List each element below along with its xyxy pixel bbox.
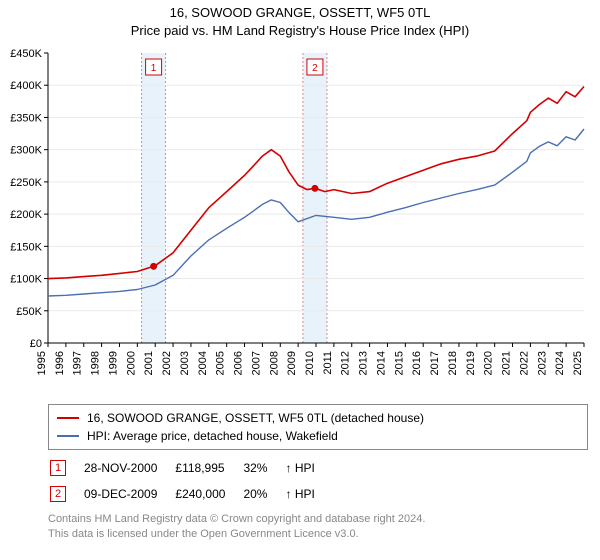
svg-text:£300K: £300K	[10, 145, 42, 157]
legend-row-blue: HPI: Average price, detached house, Wake…	[57, 427, 579, 445]
legend: 16, SOWOOD GRANGE, OSSETT, WF5 0TL (deta…	[48, 404, 588, 450]
svg-text:2016: 2016	[411, 351, 423, 375]
legend-swatch-red	[57, 417, 79, 419]
svg-text:2020: 2020	[483, 351, 495, 375]
svg-text:1996: 1996	[54, 351, 66, 375]
marker-price: £118,995	[175, 456, 241, 480]
svg-text:£0: £0	[30, 338, 42, 350]
svg-text:£50K: £50K	[16, 306, 42, 318]
legend-label-blue: HPI: Average price, detached house, Wake…	[87, 429, 338, 443]
svg-text:2019: 2019	[465, 351, 477, 375]
svg-text:2012: 2012	[340, 351, 352, 375]
svg-text:1995: 1995	[36, 351, 48, 375]
marker-row: 1 28-NOV-2000£118,99532%↑ HPI	[50, 456, 331, 480]
svg-text:£200K: £200K	[10, 209, 42, 221]
svg-text:£100K: £100K	[10, 274, 42, 286]
legend-row-red: 16, SOWOOD GRANGE, OSSETT, WF5 0TL (deta…	[57, 409, 579, 427]
svg-text:2022: 2022	[518, 351, 530, 375]
svg-text:£150K: £150K	[10, 241, 42, 253]
marker-badge: 1	[50, 460, 66, 476]
marker-arrow: ↑ HPI	[285, 456, 330, 480]
legend-swatch-blue	[57, 435, 79, 437]
marker-date: 09-DEC-2009	[84, 482, 173, 506]
marker-pct: 32%	[243, 456, 283, 480]
svg-text:2013: 2013	[358, 351, 370, 375]
svg-text:2009: 2009	[286, 351, 298, 375]
svg-text:1998: 1998	[90, 351, 102, 375]
footer: Contains HM Land Registry data © Crown c…	[48, 512, 596, 542]
svg-text:1999: 1999	[107, 351, 119, 375]
svg-text:2: 2	[312, 63, 318, 74]
marker-arrow: ↑ HPI	[285, 482, 330, 506]
svg-text:2002: 2002	[161, 351, 173, 375]
chart: £0 £50K £100K £150K £200K £250K £300K £350K £400…	[4, 43, 596, 398]
marker-badge: 2	[50, 486, 66, 502]
svg-text:2006: 2006	[233, 351, 245, 375]
svg-text:2015: 2015	[393, 351, 405, 375]
footer-line1: Contains HM Land Registry data © Crown c…	[48, 512, 596, 527]
svg-text:£400K: £400K	[10, 80, 42, 92]
footer-line2: This data is licensed under the Open Gov…	[48, 527, 596, 542]
svg-text:2011: 2011	[322, 351, 334, 375]
marker-price: £240,000	[175, 482, 241, 506]
chart-svg: £0 £50K £100K £150K £200K £250K £300K £350K £400…	[4, 43, 588, 393]
svg-text:£350K: £350K	[10, 113, 42, 125]
svg-text:1997: 1997	[72, 351, 84, 375]
marker-table: 1 28-NOV-2000£118,99532%↑ HPI 2 09-DEC-2009…	[48, 454, 333, 508]
title-address: 16, SOWOOD GRANGE, OSSETT, WF5 0TL	[4, 4, 596, 22]
svg-text:2018: 2018	[447, 351, 459, 375]
svg-text:2024: 2024	[554, 351, 566, 375]
svg-text:2005: 2005	[215, 351, 227, 375]
svg-text:2014: 2014	[375, 351, 387, 375]
svg-text:£450K: £450K	[10, 48, 42, 60]
svg-text:2010: 2010	[304, 351, 316, 375]
marker-date: 28-NOV-2000	[84, 456, 173, 480]
svg-text:2007: 2007	[250, 351, 262, 375]
marker-row: 2 09-DEC-2009£240,00020%↑ HPI	[50, 482, 331, 506]
svg-text:2025: 2025	[572, 351, 584, 375]
svg-text:2017: 2017	[429, 351, 441, 375]
svg-text:1: 1	[151, 63, 157, 74]
svg-text:2023: 2023	[536, 351, 548, 375]
svg-text:2008: 2008	[268, 351, 280, 375]
marker-pct: 20%	[243, 482, 283, 506]
svg-text:2003: 2003	[179, 351, 191, 375]
legend-label-red: 16, SOWOOD GRANGE, OSSETT, WF5 0TL (deta…	[87, 411, 424, 425]
svg-text:2004: 2004	[197, 351, 209, 375]
svg-text:2001: 2001	[143, 351, 155, 375]
svg-text:2021: 2021	[501, 351, 513, 375]
title-subtitle: Price paid vs. HM Land Registry's House …	[4, 22, 596, 40]
chart-container: 16, SOWOOD GRANGE, OSSETT, WF5 0TL Price…	[4, 4, 596, 542]
title-block: 16, SOWOOD GRANGE, OSSETT, WF5 0TL Price…	[4, 4, 596, 39]
svg-text:2000: 2000	[125, 351, 137, 375]
svg-text:£250K: £250K	[10, 177, 42, 189]
